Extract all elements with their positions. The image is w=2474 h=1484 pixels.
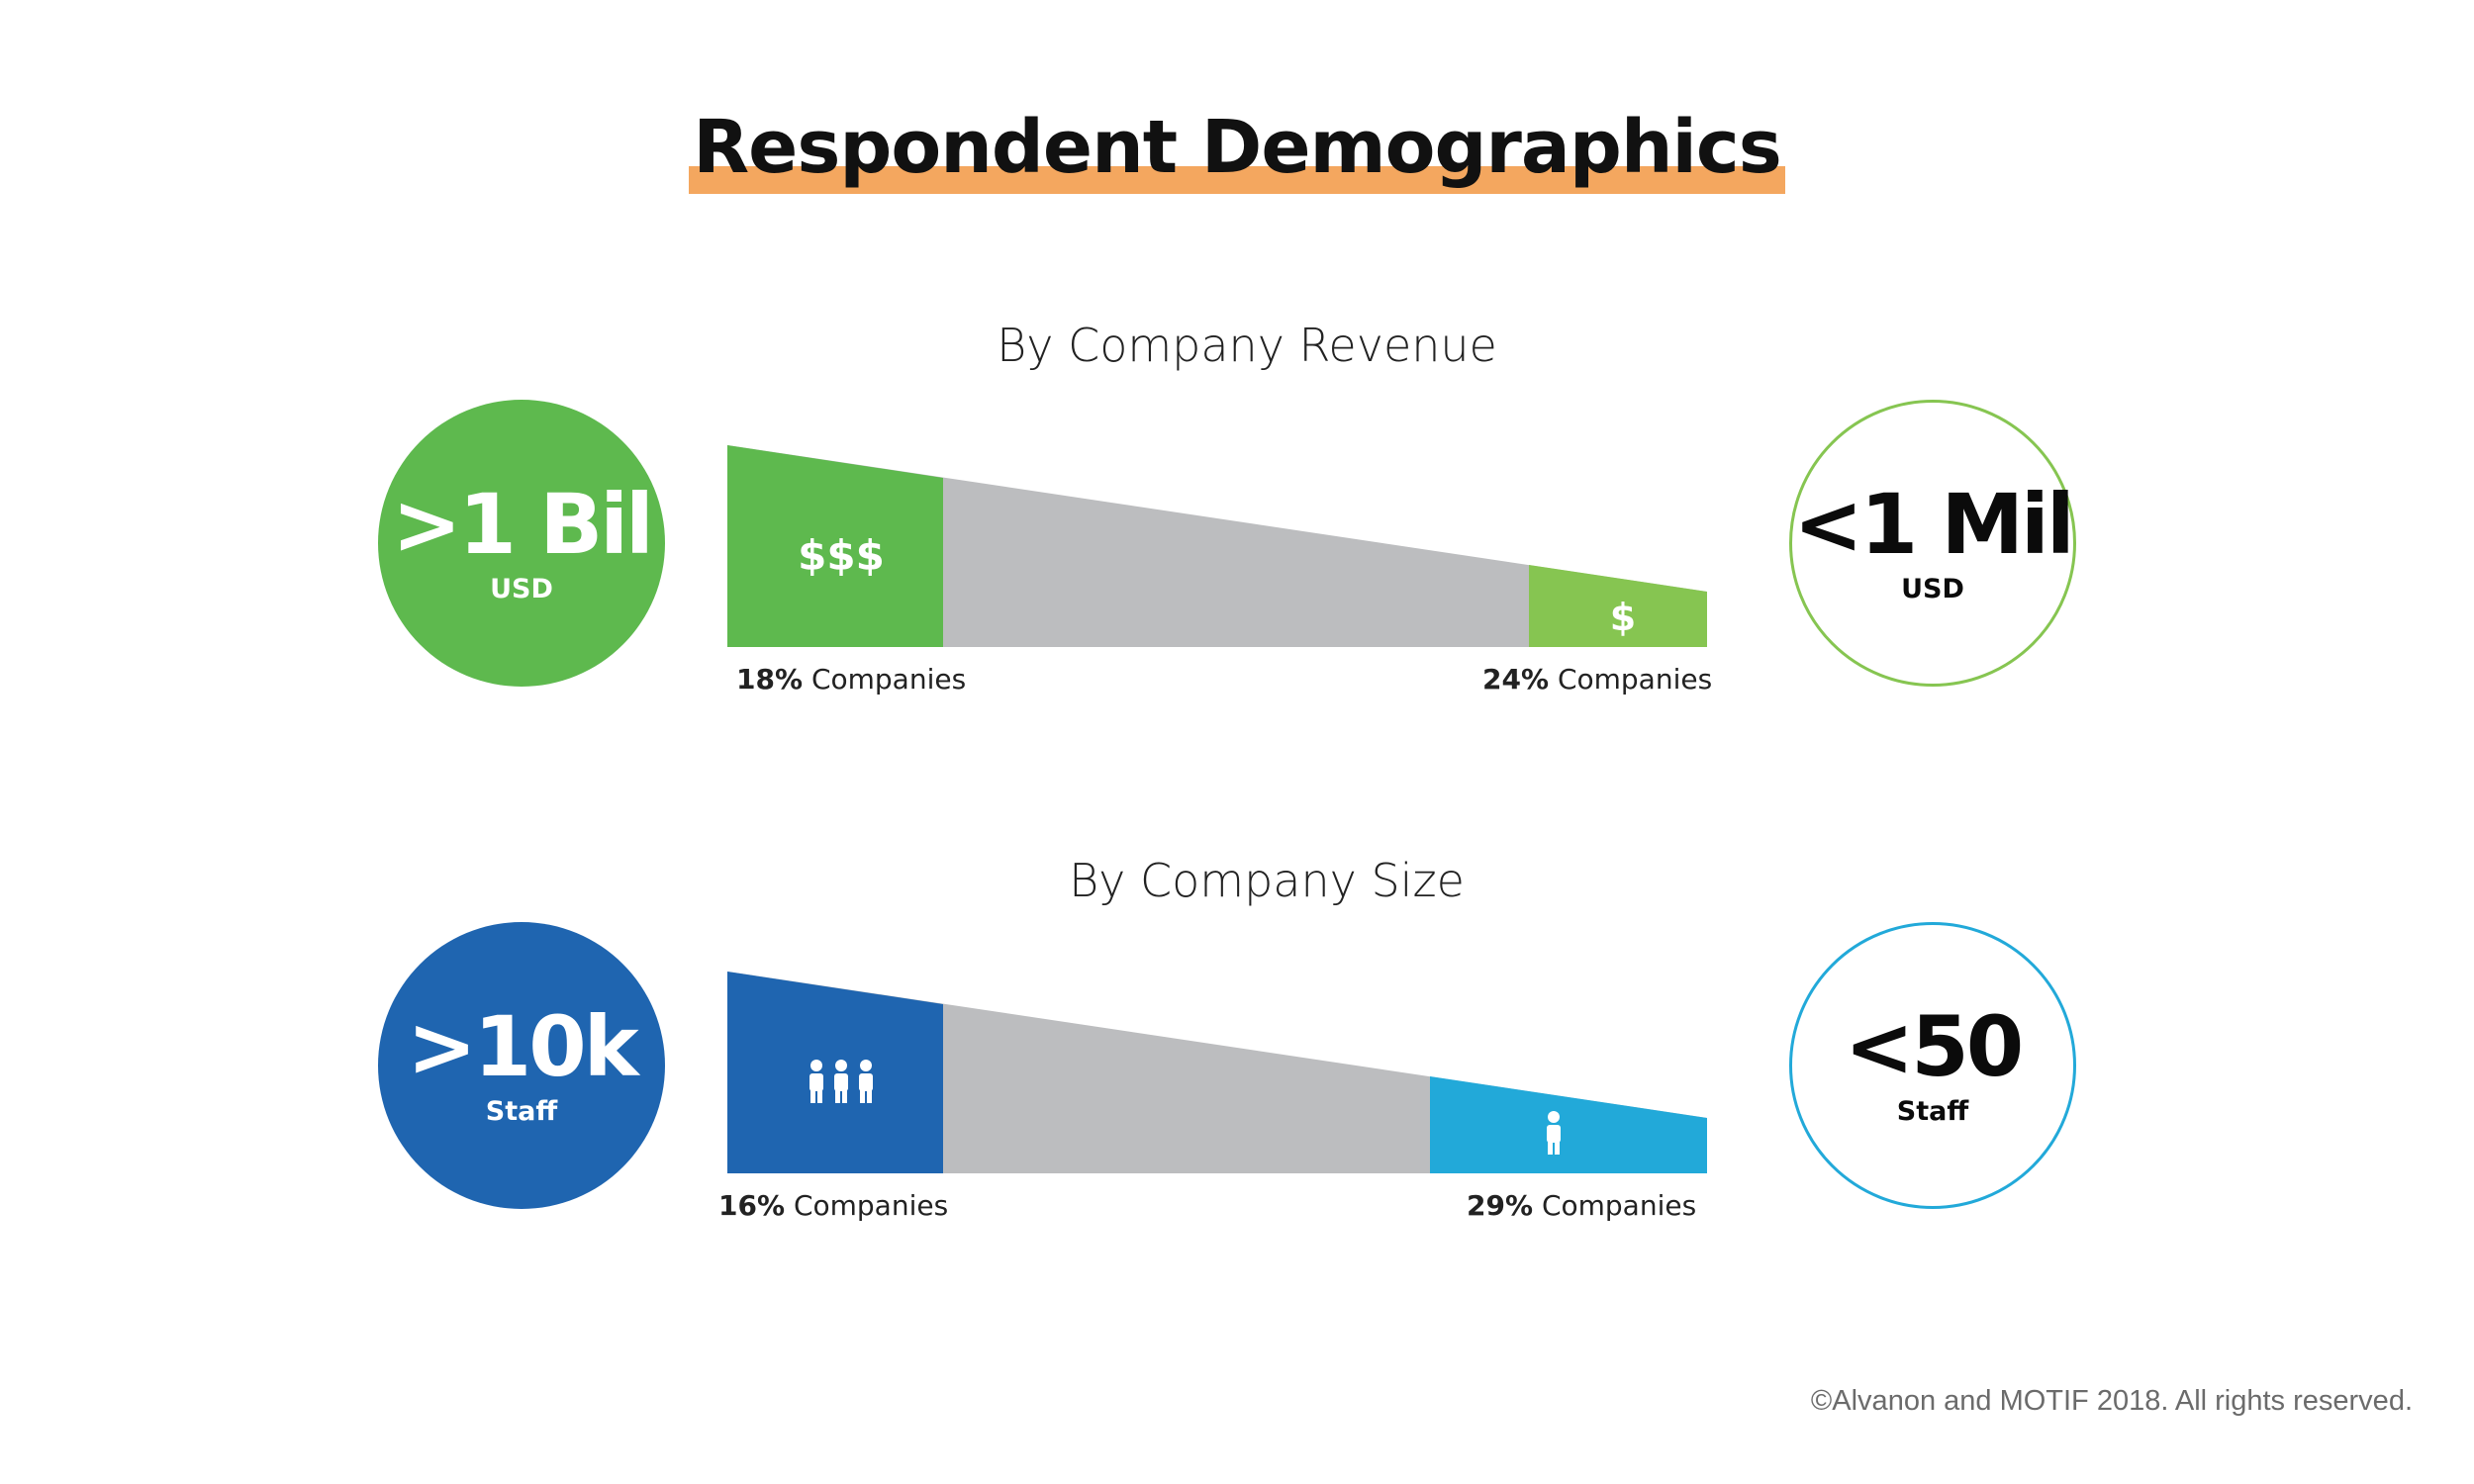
page-title: Respondent Demographics	[689, 111, 1785, 194]
size-low-companies: Companies	[1541, 1189, 1697, 1222]
size-high-percent: 16%	[718, 1189, 786, 1222]
person-icon	[1547, 1111, 1561, 1155]
size-chart-title: By Company Size	[1069, 854, 1465, 907]
size-high-unit: Staff	[485, 1095, 558, 1127]
revenue-low-segment	[1529, 565, 1707, 647]
revenue-low-companies: Companies	[1557, 663, 1713, 696]
single-dollar-icon: $	[1610, 596, 1636, 639]
size-high-companies: Companies	[793, 1189, 949, 1222]
people-group-icon	[809, 1060, 873, 1103]
size-low-segment	[1430, 1076, 1707, 1173]
revenue-low-percent-label: 24% Companies	[1482, 663, 1712, 696]
revenue-high-percent: 18%	[736, 663, 804, 696]
revenue-low-value: <1 Mil	[1793, 475, 2074, 573]
size-low-unit: Staff	[1896, 1095, 1969, 1127]
revenue-high-segment	[727, 445, 943, 647]
size-low-badge: <50 Staff	[1789, 922, 2076, 1209]
revenue-high-unit: USD	[490, 573, 553, 604]
revenue-low-unit: USD	[1901, 573, 1964, 604]
size-low-percent: 29%	[1467, 1189, 1534, 1222]
size-low-percent-label: 29% Companies	[1467, 1189, 1696, 1222]
title-area: Respondent Demographics	[0, 111, 2474, 194]
revenue-wedge-background	[727, 445, 1707, 647]
revenue-wedge-chart: $$$ $	[727, 445, 1707, 647]
revenue-high-value: >1 Bil	[392, 475, 654, 573]
revenue-low-badge: <1 Mil USD	[1789, 400, 2076, 687]
copyright-notice: ©Alvanon and MOTIF 2018. All rights rese…	[1810, 1385, 2413, 1417]
size-wedge-chart	[727, 972, 1707, 1173]
revenue-chart-title: By Company Revenue	[997, 319, 1497, 372]
triple-dollar-icon: $$$	[798, 531, 885, 580]
size-low-value: <50	[1844, 997, 2024, 1095]
revenue-high-badge: >1 Bil USD	[378, 400, 665, 687]
revenue-high-companies: Companies	[810, 663, 967, 696]
revenue-high-percent-label: 18% Companies	[736, 663, 966, 696]
size-high-segment	[727, 972, 943, 1173]
size-high-percent-label: 16% Companies	[718, 1189, 948, 1222]
revenue-low-percent: 24%	[1482, 663, 1550, 696]
size-high-value: >10k	[407, 997, 638, 1095]
size-high-badge: >10k Staff	[378, 922, 665, 1209]
